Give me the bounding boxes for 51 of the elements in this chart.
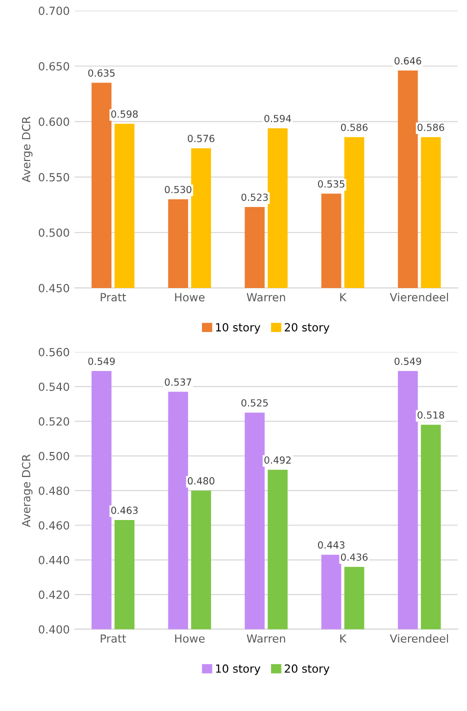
y-tick-label: 0.520 [38,417,70,426]
data-label: 0.518 [418,411,444,419]
legend-label: 10 story [216,664,260,675]
y-tick-label: 0.420 [38,590,70,599]
y-tick-label: 0.700 [38,6,70,16]
data-label: 0.594 [264,114,292,122]
y-tick-label: 0.450 [38,284,70,292]
x-tick-label: Vierendeel [390,292,448,302]
y-tick-label: 0.500 [38,228,70,237]
data-label: 0.576 [188,134,214,142]
y-tick-label: 0.480 [38,486,70,495]
y-tick-label: 0.500 [38,452,70,460]
legend-label: 20 story [284,323,330,334]
x-tick-label: K [340,293,347,302]
data-label: 0.523 [241,194,268,201]
y-tick-label: 0.440 [38,556,70,564]
x-tick-label: Howe [175,293,205,302]
data-label: 0.586 [418,124,444,132]
x-tick-label: Warren [246,634,286,643]
y-tick-label: 0.600 [38,118,70,126]
x-tick-label: Pratt [100,293,126,302]
y-axis-title: Averge DCR [22,116,32,182]
data-label: 0.535 [318,180,344,188]
legend-label: 10 story [216,323,260,334]
x-tick-label: Vierendeel [390,634,448,643]
data-label: 0.492 [264,456,291,464]
data-label: 0.443 [318,541,344,549]
x-tick-label: Warren [246,293,286,302]
x-tick-label: Pratt [100,634,126,643]
data-label: 0.549 [88,358,115,365]
x-tick-label: K [340,634,347,643]
y-axis-title: Average DCR [22,454,32,528]
x-tick-label: Howe [175,634,205,643]
data-label: 0.646 [394,57,422,65]
data-label: 0.537 [164,378,192,386]
data-label: 0.549 [394,358,422,365]
data-label: 0.480 [188,477,214,485]
legend-label: 20 story [284,664,330,675]
data-label: 0.436 [340,553,368,561]
y-tick-label: 0.550 [38,173,70,182]
data-label: 0.586 [340,124,368,132]
data-label: 0.530 [164,186,192,194]
y-tick-label: 0.400 [38,625,70,634]
data-label: 0.635 [88,69,115,77]
y-tick-label: 0.540 [38,382,70,391]
data-label: 0.525 [241,399,268,407]
y-tick-label: 0.460 [38,521,70,530]
data-label: 0.463 [111,506,138,514]
data-label: 0.598 [111,110,138,118]
y-tick-label: 0.650 [38,62,70,70]
y-tick-label: 0.560 [38,348,70,356]
